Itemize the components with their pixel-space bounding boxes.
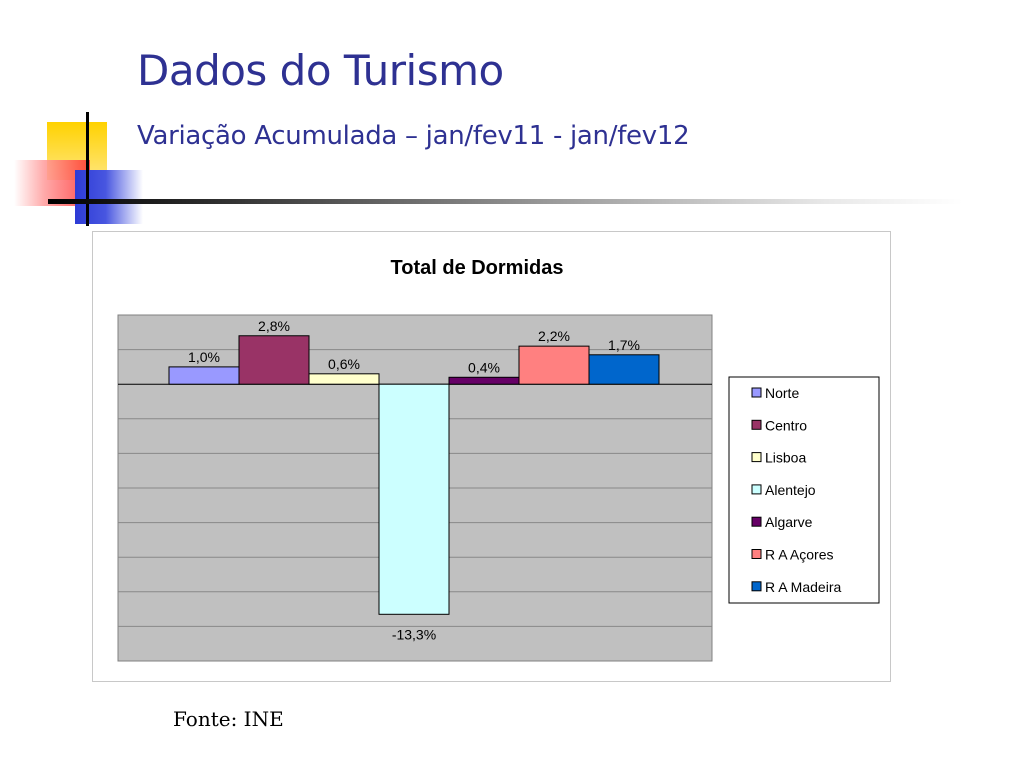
data-label: 2,2% xyxy=(538,328,570,344)
data-label: 2,8% xyxy=(258,318,290,334)
data-label: 0,6% xyxy=(328,356,360,372)
legend-entry: Alentejo xyxy=(765,482,816,498)
legend-entry: Lisboa xyxy=(765,450,806,466)
bar-lisboa xyxy=(308,373,380,385)
data-label: 1,0% xyxy=(188,349,220,365)
bar-series-group xyxy=(168,335,660,615)
data-label: 1,7% xyxy=(608,337,640,353)
legend-entry: R A Açores xyxy=(765,547,833,563)
legend-swatch xyxy=(751,549,762,559)
legend-swatch xyxy=(751,581,762,592)
bar-centro xyxy=(238,335,310,385)
legend-entry: Norte xyxy=(765,385,799,401)
legend-entry: Algarve xyxy=(765,514,813,530)
chart-legend: Norte Centro Lisboa Alentejo Algarve R A Açor… xyxy=(728,376,880,604)
bar-alentejo xyxy=(378,383,450,615)
data-label: 0,4% xyxy=(468,359,500,375)
slide-subtitle: Variação Acumulada – jan/fev11 - jan/fev… xyxy=(137,121,690,151)
legend-swatch xyxy=(751,484,762,495)
bar-chart: Total de Dormidas 1,0% 2,8% 0,6% -13,3% 0,4%… xyxy=(117,257,880,662)
legend-swatch xyxy=(751,419,762,430)
data-label: -13,3% xyxy=(392,626,436,642)
bar-r-a-açores xyxy=(518,345,590,385)
data-label-group: 1,0% 2,8% 0,6% -13,3% 0,4% 2,2% 1,7% xyxy=(188,318,640,643)
decorative-vertical-line xyxy=(86,112,89,226)
slide-title: Dados do Turismo xyxy=(137,46,504,95)
bar-norte xyxy=(168,366,240,385)
legend-swatch xyxy=(751,452,762,463)
source-note: Fonte: INE xyxy=(173,707,284,731)
chart-container: Total de Dormidas 1,0% 2,8% 0,6% -13,3% 0,4%… xyxy=(92,231,891,682)
title-underline xyxy=(48,199,963,204)
legend-swatch xyxy=(751,387,762,398)
bar-r-a-madeira xyxy=(588,354,660,385)
legend-entry: Centro xyxy=(765,417,807,433)
bar-algarve xyxy=(448,376,520,385)
chart-title: Total de Dormidas xyxy=(391,257,564,279)
legend-entry: R A Madeira xyxy=(765,579,841,595)
legend-swatch xyxy=(751,516,762,527)
